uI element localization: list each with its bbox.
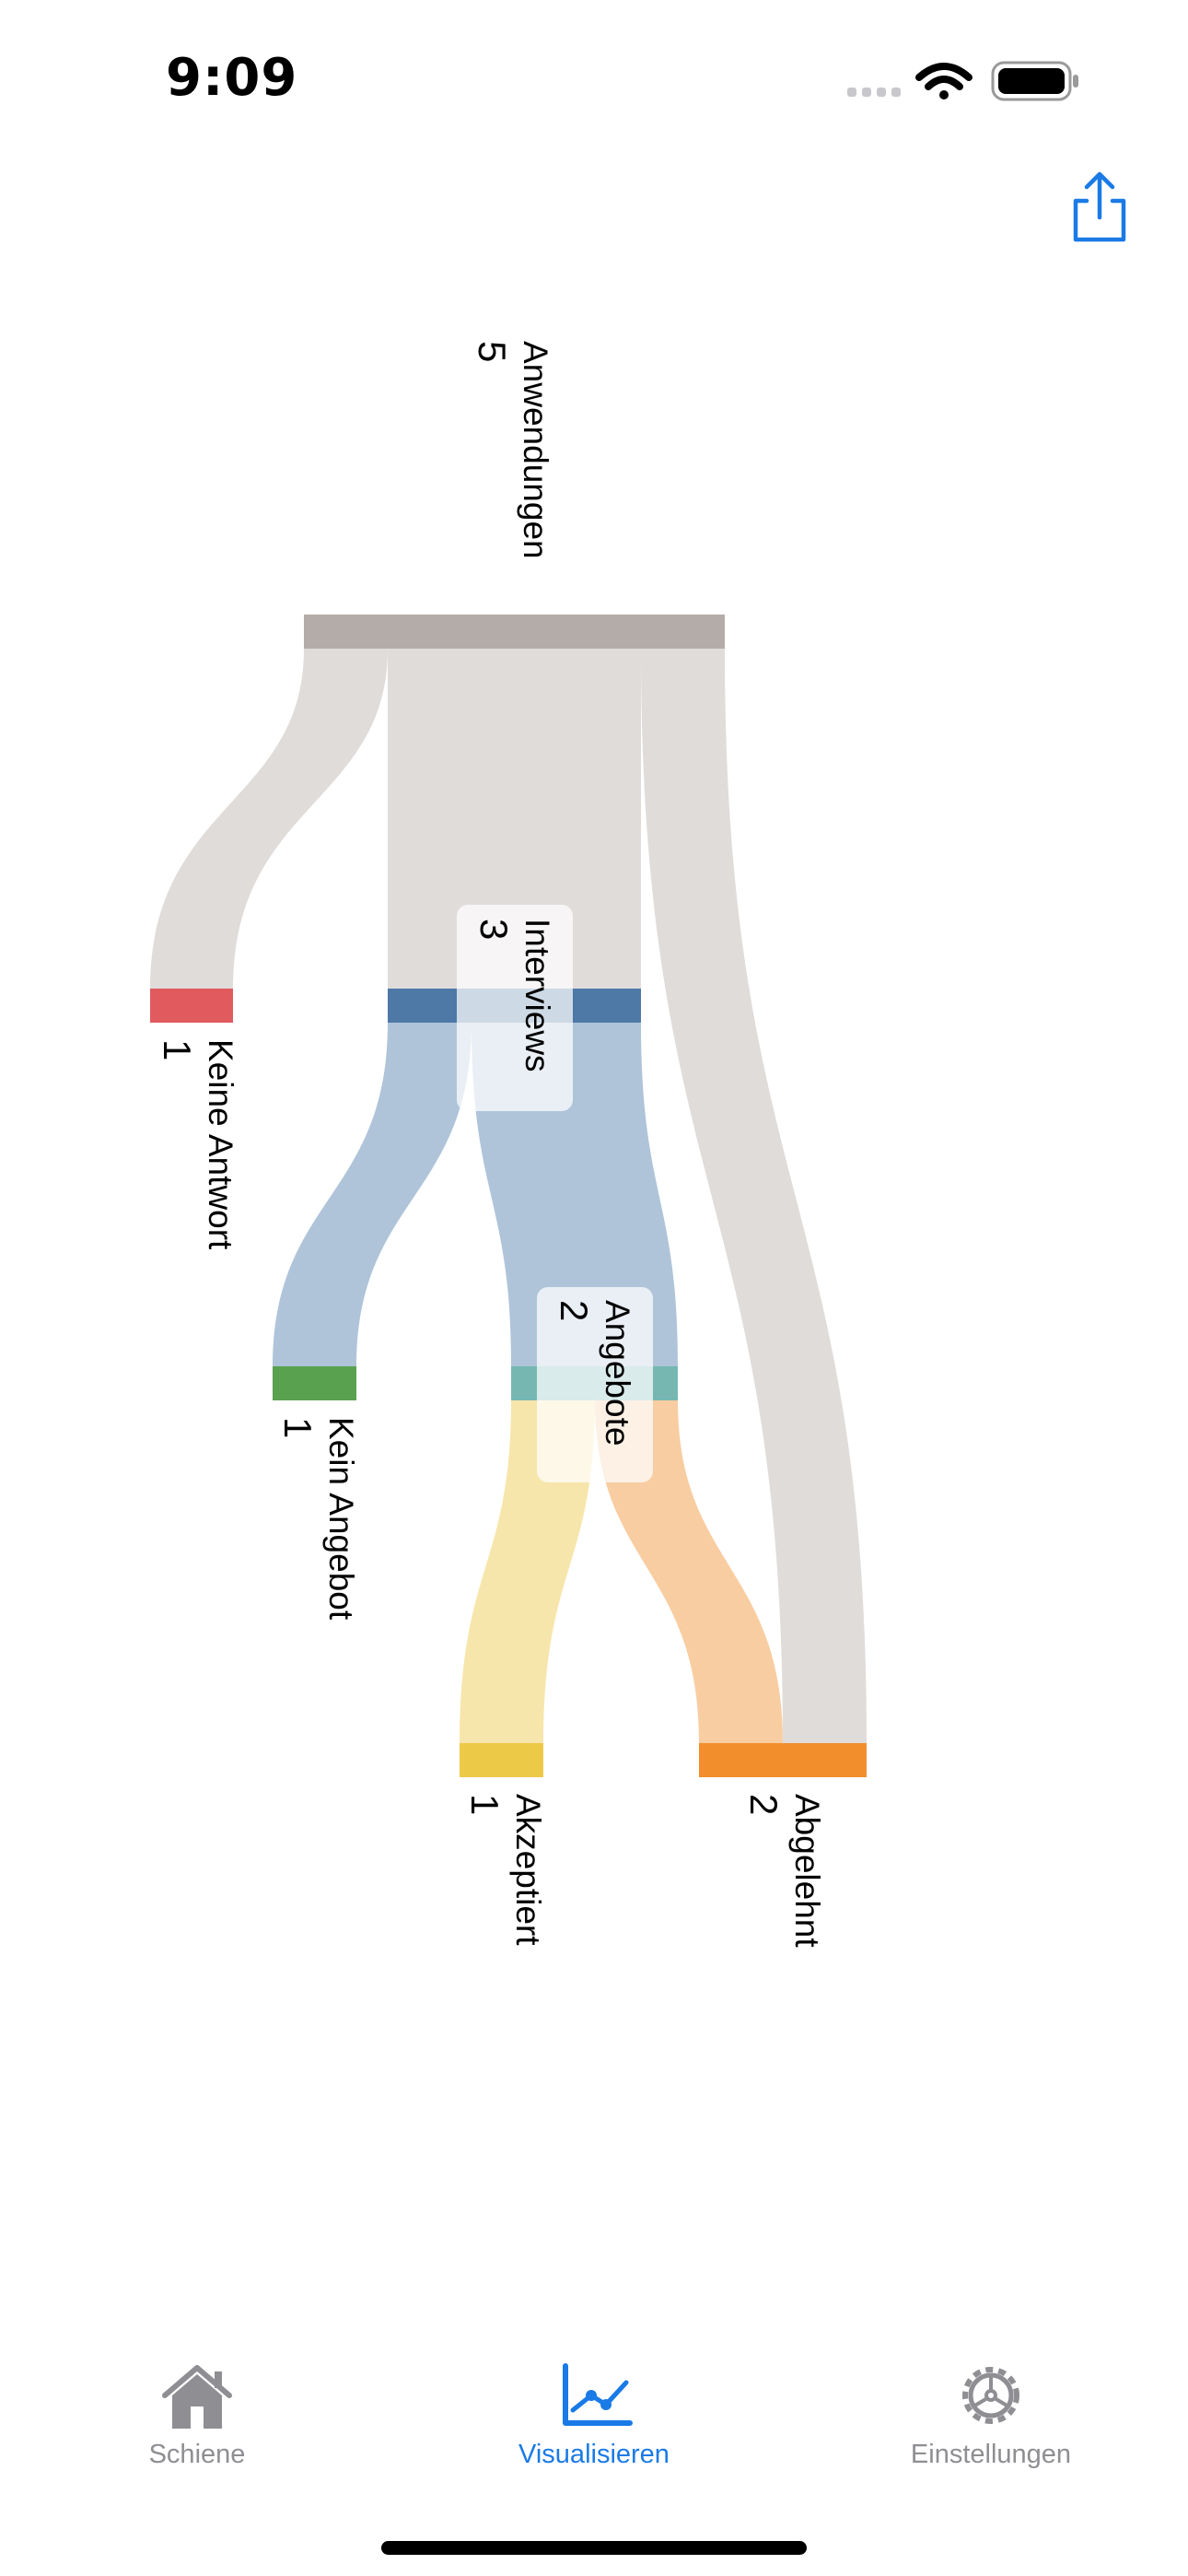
link-anwendungen-keine-antwort bbox=[150, 649, 388, 989]
share-icon bbox=[1073, 171, 1126, 242]
chart-line-icon bbox=[563, 2363, 633, 2426]
node-bar-anwendungen bbox=[304, 615, 725, 649]
sankey-links bbox=[150, 649, 867, 1743]
node-bar-abgelehnt bbox=[699, 1743, 867, 1777]
sankey-nodes bbox=[150, 615, 867, 1777]
node-value-interviews: 3 bbox=[472, 919, 516, 941]
angebote-label-box bbox=[537, 1287, 653, 1482]
node-value-kein-angebot: 1 bbox=[276, 1417, 320, 1439]
node-label-angebote: Angebote 2 bbox=[552, 1300, 638, 1446]
cellular-signal-icon bbox=[847, 88, 901, 97]
share-button[interactable] bbox=[1066, 171, 1133, 245]
node-name-kein-angebot: Kein Angebot bbox=[322, 1417, 360, 1621]
link-interviews-kein-angebot bbox=[273, 1023, 472, 1366]
node-name-abgelehnt: Abgelehnt bbox=[788, 1794, 826, 1948]
battery-icon bbox=[991, 61, 1078, 101]
tab-schiene[interactable]: Schiene bbox=[59, 2359, 335, 2497]
house-icon bbox=[162, 2365, 232, 2429]
node-bar-akzeptiert bbox=[460, 1743, 543, 1777]
status-icons bbox=[847, 61, 1078, 101]
link-angebote-akzeptiert bbox=[460, 1400, 595, 1743]
node-label-kein-angebot: Kein Angebot 1 bbox=[275, 1417, 362, 1620]
interviews-label-box bbox=[457, 905, 573, 1111]
gear-icon bbox=[962, 2367, 1019, 2424]
node-label-anwendungen: Anwendungen 5 bbox=[470, 341, 556, 559]
node-name-keine-antwort: Keine Antwort bbox=[202, 1039, 239, 1250]
status-time: 9:09 bbox=[166, 48, 298, 108]
link-angebote-abgelehnt bbox=[595, 1400, 783, 1743]
wifi-icon bbox=[915, 63, 973, 100]
node-value-abgelehnt: 2 bbox=[742, 1794, 786, 1816]
tab-bar: Schiene Visualisieren Einstellungen bbox=[0, 2340, 1188, 2576]
tab-einstellungen[interactable]: Einstellungen bbox=[853, 2359, 1129, 2497]
node-label-interviews: Interviews 3 bbox=[472, 919, 558, 1072]
node-label-abgelehnt: Abgelehnt 2 bbox=[741, 1794, 828, 1948]
node-bar-kein-angebot bbox=[273, 1366, 356, 1400]
link-anwendungen-abgelehnt bbox=[641, 649, 867, 1743]
node-name-anwendungen: Anwendungen bbox=[517, 341, 554, 559]
tab-visualisieren[interactable]: Visualisieren bbox=[456, 2359, 732, 2497]
status-bar: 9:09 bbox=[0, 0, 1188, 157]
tab-label-visualisieren: Visualisieren bbox=[518, 2440, 670, 2469]
node-name-interviews: Interviews bbox=[518, 919, 556, 1072]
node-name-akzeptiert: Akzeptiert bbox=[509, 1794, 547, 1946]
home-indicator bbox=[381, 2541, 807, 2555]
link-anwendungen-interviews bbox=[388, 649, 641, 989]
node-label-keine-antwort: Keine Antwort 1 bbox=[155, 1039, 241, 1249]
node-value-keine-antwort: 1 bbox=[156, 1039, 199, 1061]
node-label-akzeptiert: Akzeptiert 1 bbox=[462, 1794, 549, 1946]
node-value-akzeptiert: 1 bbox=[463, 1794, 507, 1816]
node-bar-keine-antwort bbox=[150, 989, 233, 1023]
node-value-anwendungen: 5 bbox=[471, 341, 514, 363]
tab-label-einstellungen: Einstellungen bbox=[910, 2440, 1072, 2469]
tab-label-schiene: Schiene bbox=[148, 2440, 246, 2469]
node-name-angebote: Angebote bbox=[599, 1300, 636, 1446]
node-value-angebote: 2 bbox=[553, 1300, 596, 1322]
